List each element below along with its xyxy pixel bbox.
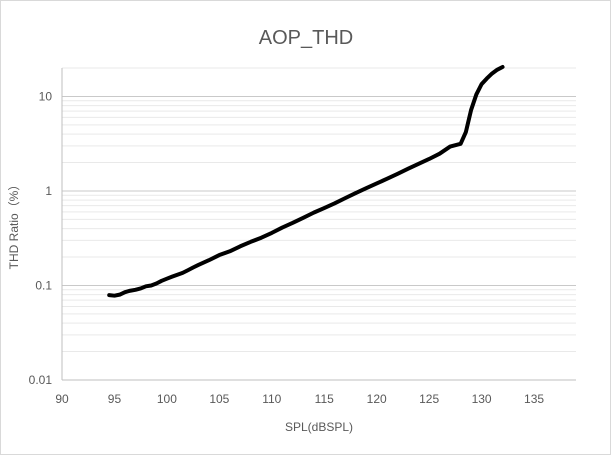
y-tick-label: 0.01 [29,373,53,387]
x-tick-label: 120 [367,392,387,406]
chart-title: AOP_THD [259,27,353,49]
minor-gridlines [62,67,576,353]
x-tick-label: 125 [419,392,439,406]
y-tick-label: 10 [39,89,53,103]
y-tick-labels: 0.01 0.1 1 10 [29,89,53,387]
series-group [107,64,505,298]
y-tick-label: 0.1 [35,278,52,292]
y-axis-label: THD Ratio（%） [7,179,21,270]
x-tick-labels: 90 95 100 105 110 115 120 125 130 135 [55,392,544,406]
x-tick-label: 115 [315,392,334,406]
x-axis-label: SPL(dBSPL) [285,420,353,434]
x-tick-label: 110 [262,392,281,406]
y-tick-label: 1 [45,184,52,198]
x-tick-label: 135 [524,392,544,406]
plot-area [61,64,576,381]
x-tick-label: 105 [209,392,229,406]
x-tick-label: 95 [108,392,122,406]
x-tick-label: 100 [157,392,177,406]
plot-background [62,68,576,380]
x-tick-label: 90 [55,392,69,406]
x-tick-label: 130 [472,392,492,406]
thd-series-line [107,64,505,298]
